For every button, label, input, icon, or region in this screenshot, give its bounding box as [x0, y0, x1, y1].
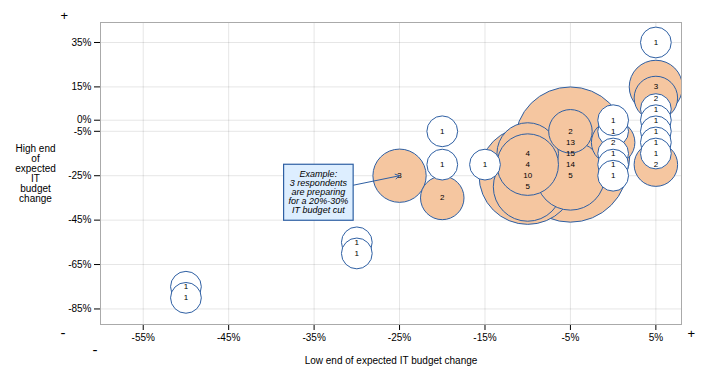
svg-text:15%: 15%	[71, 81, 91, 92]
svg-text:1: 1	[611, 171, 616, 180]
svg-text:2: 2	[568, 127, 573, 136]
svg-text:-25%: -25%	[388, 332, 411, 343]
svg-text:+: +	[61, 8, 69, 23]
svg-text:1: 1	[355, 238, 360, 247]
svg-text:1: 1	[654, 105, 659, 114]
svg-text:1: 1	[184, 293, 189, 302]
svg-text:-: -	[61, 324, 66, 341]
svg-text:1: 1	[654, 116, 659, 125]
svg-text:-35%: -35%	[302, 332, 325, 343]
svg-text:14: 14	[566, 160, 575, 169]
svg-text:1: 1	[483, 160, 488, 169]
svg-text:2: 2	[654, 160, 659, 169]
svg-text:High endofexpectedITbudgetchan: High endofexpectedITbudgetchange	[15, 143, 56, 204]
svg-text:13: 13	[566, 138, 575, 147]
svg-text:1: 1	[440, 160, 445, 169]
svg-text:5%: 5%	[649, 332, 664, 343]
svg-text:-25%: -25%	[68, 170, 91, 181]
svg-text:Example:3 respondentsare prepa: Example:3 respondentsare preparingfor a …	[289, 169, 349, 215]
svg-text:+: +	[688, 326, 696, 341]
svg-text:-15%: -15%	[473, 332, 496, 343]
svg-text:3: 3	[397, 171, 402, 181]
svg-text:5: 5	[568, 171, 573, 180]
svg-text:1: 1	[184, 282, 189, 291]
svg-text:4: 4	[525, 160, 530, 169]
svg-text:1: 1	[654, 138, 659, 147]
svg-text:-5%: -5%	[562, 332, 580, 343]
svg-text:-65%: -65%	[68, 259, 91, 270]
svg-text:2: 2	[611, 138, 616, 147]
svg-text:1: 1	[611, 116, 616, 125]
svg-text:10: 10	[523, 171, 532, 180]
svg-text:1: 1	[440, 127, 445, 136]
svg-text:3: 3	[654, 82, 659, 91]
svg-text:-: -	[93, 341, 98, 358]
svg-text:Low end of expected IT budget: Low end of expected IT budget change	[305, 355, 478, 366]
svg-text:1: 1	[355, 249, 360, 258]
svg-text:35%: 35%	[71, 37, 91, 48]
svg-text:0%: 0%	[77, 114, 92, 125]
svg-text:1: 1	[654, 127, 659, 136]
svg-text:1: 1	[611, 160, 616, 169]
svg-text:15: 15	[566, 149, 575, 158]
svg-text:2: 2	[654, 94, 659, 103]
svg-text:2: 2	[440, 193, 445, 202]
svg-text:-45%: -45%	[68, 214, 91, 225]
svg-text:5: 5	[525, 182, 530, 191]
svg-text:4: 4	[525, 149, 530, 158]
svg-text:-45%: -45%	[217, 332, 240, 343]
svg-text:1: 1	[654, 149, 659, 158]
svg-text:-5%: -5%	[74, 126, 92, 137]
svg-text:1: 1	[611, 149, 616, 158]
svg-text:-85%: -85%	[68, 303, 91, 314]
svg-text:1: 1	[611, 127, 616, 136]
svg-text:1: 1	[654, 38, 659, 47]
svg-text:-55%: -55%	[132, 332, 155, 343]
